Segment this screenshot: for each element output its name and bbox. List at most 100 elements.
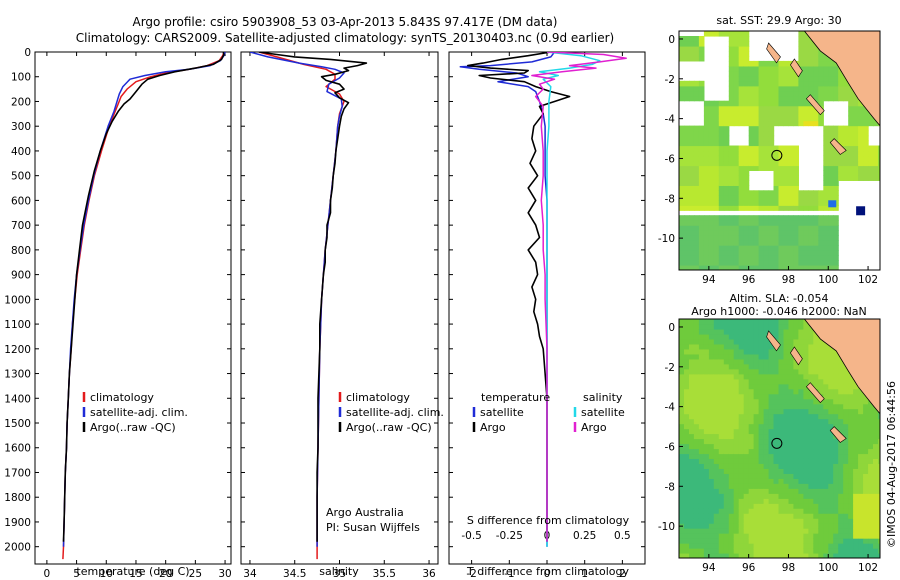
sla-cell [823, 408, 829, 415]
sla-cell [813, 503, 819, 509]
sst-cell [838, 170, 844, 176]
sla-cell [858, 468, 864, 474]
sst-cell [803, 265, 809, 270]
sla-cell [684, 483, 690, 489]
sla-cell [693, 319, 700, 325]
sst-cell [753, 105, 760, 112]
sla-cell [723, 398, 730, 405]
sla-cell [689, 324, 695, 330]
sla-cell [838, 553, 844, 558]
sst-cell [823, 55, 829, 62]
sla-cell [748, 324, 755, 330]
sst-cell [843, 135, 849, 142]
sla-cell [733, 319, 740, 325]
sst-cell [793, 230, 799, 236]
sst-cell [768, 85, 775, 92]
sst-cell [813, 120, 819, 127]
sla-cell [743, 348, 750, 355]
sla-cell [728, 418, 735, 425]
sst-cell [763, 105, 770, 112]
sst-cell [788, 95, 795, 102]
sst-cell [803, 215, 809, 221]
sla-cell [728, 368, 735, 375]
sla-cell [718, 533, 725, 539]
sla-cell [773, 319, 780, 325]
sst-cell [778, 250, 785, 256]
sla-cell [878, 413, 880, 420]
sla-cell [703, 378, 710, 385]
sla-cell [813, 513, 819, 519]
sst-cell [698, 250, 705, 256]
sla-cell [693, 378, 700, 385]
sla-cell [753, 428, 760, 435]
sla-cell [748, 463, 755, 469]
sst-cell [823, 60, 829, 67]
sst-cell [798, 45, 804, 52]
sla-cell [728, 338, 735, 345]
sst-cell [773, 240, 780, 246]
sla-cell [738, 338, 745, 345]
sst-cell [753, 140, 760, 147]
sst-cell [748, 150, 755, 157]
sla-cell [798, 319, 804, 325]
sla-cell [693, 388, 700, 395]
sla-cell [748, 383, 755, 390]
sla-cell [679, 533, 685, 539]
sla-cell [718, 438, 725, 445]
sst-cell [783, 150, 790, 157]
sla-cell [873, 433, 879, 440]
sst-cell [818, 220, 824, 226]
sla-cell [778, 533, 785, 539]
sla-cell [843, 533, 849, 539]
sla-cell [684, 408, 690, 415]
sst-cell [679, 180, 685, 186]
sla-cell [793, 488, 799, 494]
sst-cell [684, 205, 690, 211]
sst-cell [723, 215, 730, 221]
sla-cell [743, 433, 750, 440]
sla-cell [718, 433, 725, 440]
sst-cell [743, 195, 750, 201]
sst-cell [878, 160, 880, 167]
depth-tick-label: 100 [11, 72, 31, 84]
sla-cell [863, 463, 869, 469]
sla-cell [698, 488, 705, 494]
sst-cell [684, 195, 690, 201]
sst-cell [828, 180, 834, 186]
sst-cell [713, 245, 720, 251]
sst-cell [793, 165, 799, 171]
sla-cell [713, 373, 720, 380]
sla-cell [788, 493, 795, 499]
sla-cell [748, 438, 755, 445]
sst-cell [708, 175, 715, 181]
x-tick-label: 25 [189, 568, 202, 580]
sla-cell [773, 388, 780, 395]
legend-title-temperature: temperature [481, 391, 550, 404]
sla-cell [873, 533, 879, 539]
sla-cell [848, 523, 854, 529]
sla-cell [743, 393, 750, 400]
sst-cell [713, 175, 720, 181]
sst-cell [758, 135, 765, 142]
depth-tick-label: 800 [11, 245, 31, 257]
sla-cell [748, 378, 755, 385]
sst-cell [718, 240, 725, 246]
sst-cell [823, 180, 829, 186]
sla-cell [743, 523, 750, 529]
sst-cell [733, 245, 740, 251]
sst-cell [684, 245, 690, 251]
sla-cell [758, 548, 765, 554]
sla-cell [684, 503, 690, 509]
sla-cell [828, 498, 834, 504]
sst-cell [793, 100, 799, 107]
legend-label: Argo(..raw -QC) [90, 421, 176, 434]
sla-cell [728, 408, 735, 415]
sla-cell [748, 443, 755, 450]
sla-cell [868, 538, 874, 544]
sst-cell [713, 260, 720, 266]
sla-cell [793, 463, 799, 469]
sla-cell [748, 468, 755, 474]
sst-cell [833, 260, 839, 266]
sst-cell [684, 170, 690, 176]
sla-cell [878, 533, 880, 539]
